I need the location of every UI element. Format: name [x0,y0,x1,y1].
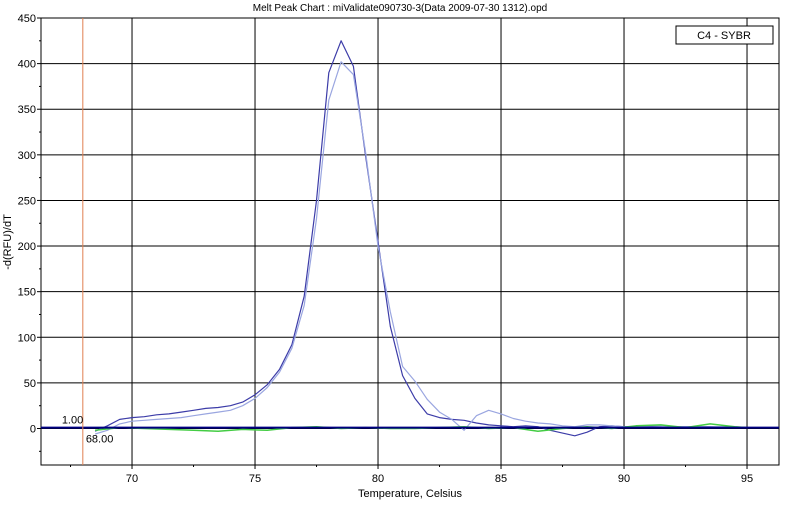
y-tick-label: 100 [18,332,36,344]
y-tick-label: 350 [18,104,36,116]
x-axis-title: Temperature, Celsius [358,488,462,500]
y-tick-label: 150 [18,287,36,299]
x-tick-label: 75 [249,473,261,485]
y-tick-label: 250 [18,195,36,207]
plot-area [40,17,780,466]
series-line-2 [94,61,748,435]
axis-tick-labels: 0 50 100 150 200 250 300 350 400 450 70 75 80 85 90 95 [18,13,754,485]
x-tick-label: 90 [618,473,630,485]
legend: C4 - SYBR [675,25,774,45]
legend-entry: C4 - SYBR [697,30,751,42]
y-tick-label: 200 [18,241,36,253]
y-axis-title: -d(RFU)/dT [2,214,14,270]
y-tick-label: 300 [18,150,36,162]
threshold-label: 1.00 [62,415,83,427]
y-tick-label: 450 [18,13,36,25]
y-tick-label: 0 [30,424,36,436]
cursor-label: 68.00 [86,434,114,446]
y-tick-label: 50 [24,378,36,390]
legend-frame [675,25,774,45]
x-tick-label: 80 [372,473,384,485]
x-tick-label: 85 [495,473,507,485]
x-tick-label: 70 [126,473,138,485]
chart-title: Melt Peak Chart : miValidate090730-3(Dat… [253,3,547,14]
x-tick-label: 95 [741,473,753,485]
y-tick-label: 400 [18,59,36,71]
